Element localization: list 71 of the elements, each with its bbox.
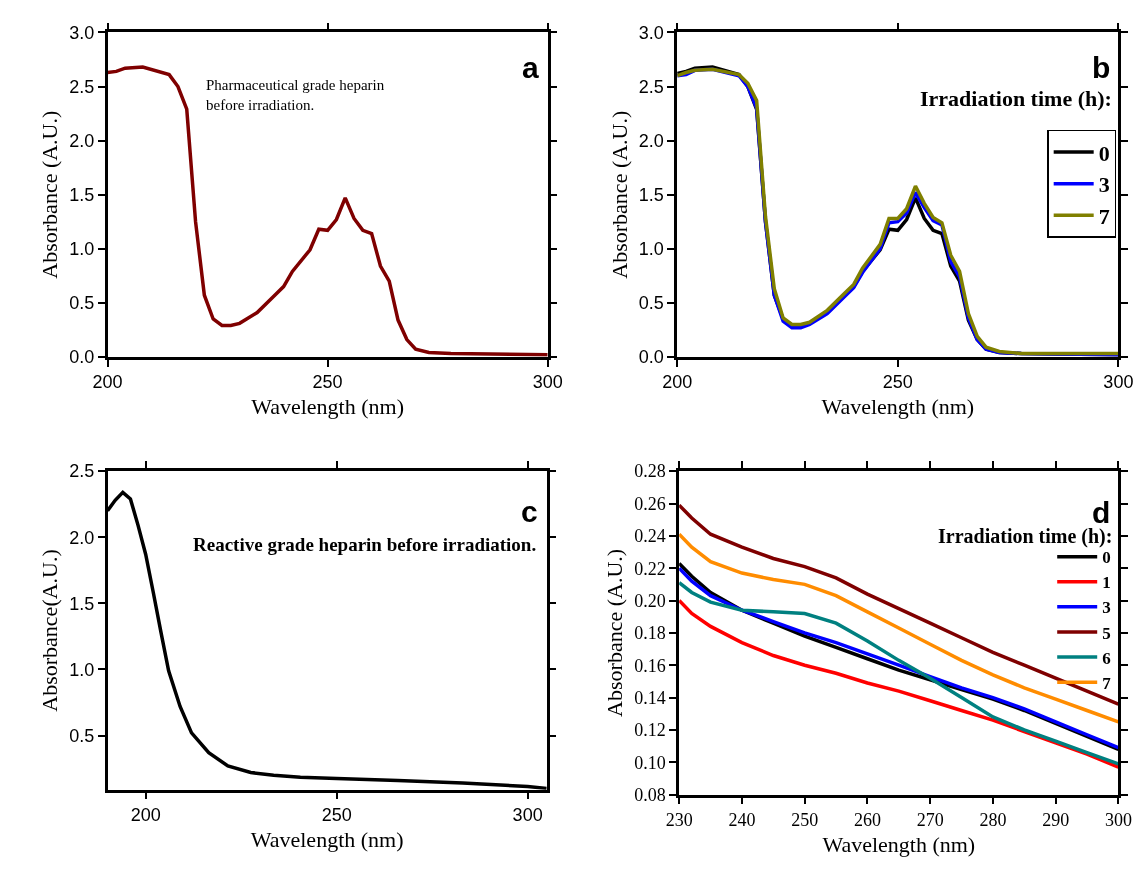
x-tick-label: 230 <box>665 809 693 830</box>
x-tick-label: 270 <box>916 809 944 830</box>
annotation: Pharmaceutical grade heparin before irradiation. <box>206 77 385 113</box>
legend-label: 5 <box>1102 623 1111 643</box>
y-axis-title: Absorbance(A.U.) <box>36 549 62 712</box>
x-axis-title: Wavelength (nm) <box>251 394 405 420</box>
y-tick-label: 0.10 <box>634 752 666 773</box>
y-tick-label: 2.0 <box>69 527 95 548</box>
y-axis-title: Absorbance (A.U.) <box>36 110 62 279</box>
y-tick-label: 1.5 <box>69 184 95 205</box>
x-axis-title: Wavelength (nm) <box>250 826 404 852</box>
legend-title: Irradiation time (h): <box>920 86 1112 111</box>
y-tick-label: 2.0 <box>69 130 95 151</box>
legend-label: 3 <box>1098 172 1110 198</box>
legend-label: 6 <box>1102 648 1111 668</box>
x-tick-label: 250 <box>312 372 343 393</box>
legend-label: 1 <box>1102 573 1111 593</box>
y-tick-label: 0.12 <box>634 720 666 741</box>
y-tick-label: 0.26 <box>634 493 666 514</box>
x-tick-label: 280 <box>979 809 1007 830</box>
x-tick-label: 250 <box>791 809 819 830</box>
x-tick-label: 300 <box>512 805 543 826</box>
y-tick-label: 1.5 <box>69 593 95 614</box>
x-tick-label: 200 <box>92 372 123 393</box>
y-tick-label: 0.0 <box>638 347 664 368</box>
annotation: b <box>1092 51 1111 84</box>
x-axis-title: Wavelength (nm) <box>822 831 976 857</box>
y-axis-title: Absorbance (A.U.) <box>602 548 628 717</box>
y-tick-label: 1.0 <box>638 239 664 260</box>
y-tick-label: 0.18 <box>634 623 666 644</box>
y-tick-label: 0.22 <box>634 558 666 579</box>
y-tick-label: 0.5 <box>638 293 664 314</box>
annotation: c <box>521 495 538 528</box>
y-tick-label: 0.24 <box>634 526 666 547</box>
x-tick-label: 200 <box>662 372 693 393</box>
legend-label: 0 <box>1098 140 1110 166</box>
y-tick-label: 0.5 <box>69 293 95 314</box>
y-tick-label: 2.0 <box>638 130 664 151</box>
x-tick-label: 250 <box>882 372 913 393</box>
legend-label: 0 <box>1102 548 1111 568</box>
y-tick-label: 0.28 <box>634 461 666 482</box>
legend-label: 3 <box>1102 598 1111 618</box>
y-tick-label: 3.0 <box>638 22 664 43</box>
annotation: a <box>522 51 539 84</box>
y-tick-label: 1.5 <box>638 184 664 205</box>
legend-label: 7 <box>1102 673 1112 693</box>
x-tick-label: 300 <box>532 372 563 393</box>
y-tick-label: 0.14 <box>634 687 666 708</box>
y-tick-label: 0.16 <box>634 655 666 676</box>
line-series <box>679 503 1119 706</box>
y-axis-title: Absorbance (A.U.) <box>606 110 632 279</box>
y-tick-label: 3.0 <box>69 22 95 43</box>
x-tick-label: 260 <box>853 809 881 830</box>
y-tick-label: 1.0 <box>69 239 95 260</box>
annotation: Reactive grade heparin before irradiation. <box>193 534 537 555</box>
y-tick-label: 2.5 <box>638 76 664 97</box>
y-tick-label: 2.5 <box>69 76 95 97</box>
x-axis-title: Wavelength (nm) <box>821 394 975 420</box>
x-tick-label: 200 <box>130 805 161 826</box>
x-tick-label: 300 <box>1103 372 1134 393</box>
x-tick-label: 290 <box>1042 809 1070 830</box>
x-tick-label: 240 <box>728 809 756 830</box>
legend-label: 7 <box>1098 203 1110 229</box>
x-tick-label: 250 <box>321 805 352 826</box>
y-tick-label: 0.5 <box>69 725 95 746</box>
y-tick-label: 0.20 <box>634 590 666 611</box>
y-tick-label: 0.0 <box>69 347 95 368</box>
y-tick-label: 2.5 <box>69 461 95 482</box>
x-tick-label: 300 <box>1104 809 1132 830</box>
y-tick-label: 0.08 <box>634 784 666 805</box>
y-tick-label: 1.0 <box>69 659 95 680</box>
